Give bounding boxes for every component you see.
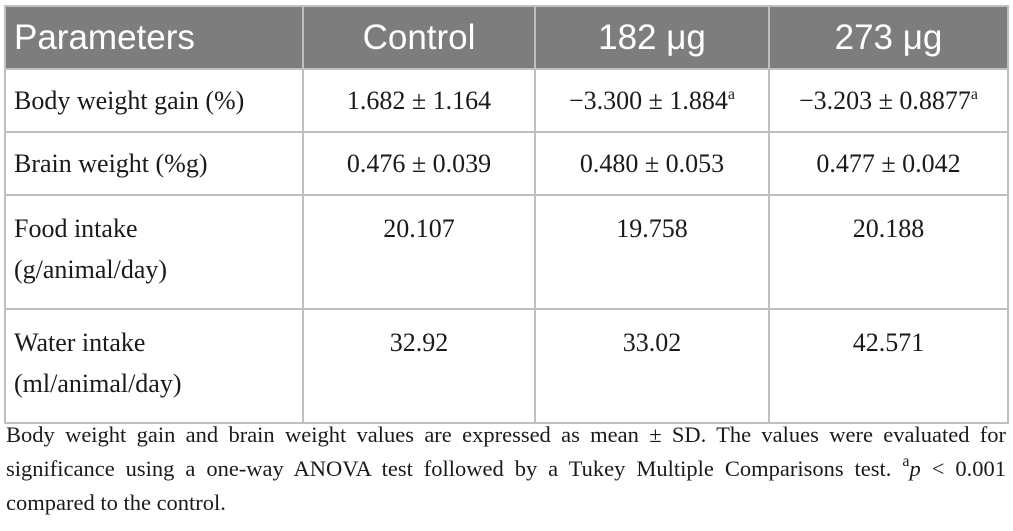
footnote-marker: a	[902, 453, 910, 470]
cell-dose-182: −3.300 ± 1.884a	[534, 68, 770, 133]
parameters-table: Parameters Control 182 μg 273 μg Body we…	[4, 5, 1009, 424]
table-row: Water intake (ml/animal/day) 32.92 33.02 …	[4, 308, 1009, 424]
row-label: Food intake (g/animal/day)	[4, 194, 304, 310]
cell-dose-273: 20.188	[768, 194, 1009, 310]
cell-value: −3.203 ± 0.8877	[798, 85, 971, 115]
cell-dose-273: −3.203 ± 0.8877a	[768, 68, 1009, 133]
header-row: Parameters Control 182 μg 273 μg	[4, 5, 1009, 70]
header-control: Control	[302, 5, 536, 70]
row-label-line2: (g/animal/day)	[14, 255, 168, 284]
row-label: Water intake (ml/animal/day)	[4, 308, 304, 424]
cell-dose-182: 0.480 ± 0.053	[534, 131, 770, 196]
header-dose-273: 273 μg	[768, 5, 1009, 70]
cell-value: −3.300 ± 1.884	[568, 85, 728, 115]
footnote-tail: < 0.001 compared to the control.	[6, 456, 1006, 515]
table-body: Body weight gain (%) 1.682 ± 1.164 −3.30…	[4, 68, 1009, 424]
cell-dose-273: 0.477 ± 0.042	[768, 131, 1009, 196]
significance-marker: a	[970, 85, 979, 103]
row-label-line1: Water intake	[14, 328, 146, 357]
cell-dose-182: 19.758	[534, 194, 770, 310]
header-dose-182: 182 μg	[534, 5, 770, 70]
footnote-text: Body weight gain and brain weight values…	[6, 422, 1006, 481]
data-table-container: Parameters Control 182 μg 273 μg Body we…	[4, 5, 1009, 424]
significance-marker: a	[727, 85, 736, 103]
table-row: Brain weight (%g) 0.476 ± 0.039 0.480 ± …	[4, 131, 1009, 196]
table-row: Food intake (g/animal/day) 20.107 19.758 …	[4, 194, 1009, 310]
cell-control: 32.92	[302, 308, 536, 424]
table-row: Body weight gain (%) 1.682 ± 1.164 −3.30…	[4, 68, 1009, 133]
cell-dose-273: 42.571	[768, 308, 1009, 424]
cell-control: 0.476 ± 0.039	[302, 131, 536, 196]
cell-control: 1.682 ± 1.164	[302, 68, 536, 133]
footnote-p-symbol: p	[909, 456, 921, 481]
header-parameters: Parameters	[4, 5, 304, 70]
row-label-line2: (ml/animal/day)	[14, 369, 182, 398]
row-label-line1: Food intake	[14, 214, 138, 243]
table-header: Parameters Control 182 μg 273 μg	[4, 5, 1009, 70]
cell-control: 20.107	[302, 194, 536, 310]
row-label: Brain weight (%g)	[4, 131, 304, 196]
table-footnote: Body weight gain and brain weight values…	[6, 418, 1006, 520]
cell-dose-182: 33.02	[534, 308, 770, 424]
row-label: Body weight gain (%)	[4, 68, 304, 133]
